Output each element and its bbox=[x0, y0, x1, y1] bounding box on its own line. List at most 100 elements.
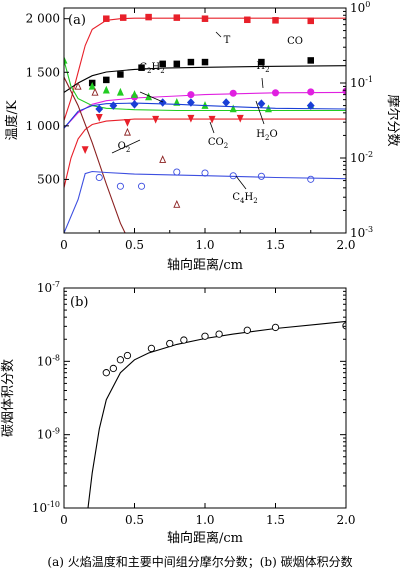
x-tick-label-a: 0.5 bbox=[125, 238, 144, 252]
data-point-a-0 bbox=[272, 17, 279, 24]
data-point-a-1 bbox=[103, 76, 110, 84]
annotation-leader-a bbox=[261, 77, 264, 89]
data-point-b bbox=[102, 369, 110, 377]
x-tick-label-a: 1.0 bbox=[195, 238, 214, 252]
x-tick-label-a: 0 bbox=[60, 238, 68, 252]
annotation-label-a: T bbox=[224, 35, 231, 46]
data-point-a-1 bbox=[173, 60, 181, 68]
annotation-leader-a bbox=[111, 139, 141, 154]
series-line-a-1 bbox=[64, 65, 346, 93]
annotation-label-a: H2O bbox=[256, 129, 277, 142]
annotation-leader-a bbox=[215, 31, 222, 38]
data-point-a-6 bbox=[123, 127, 131, 136]
y-tick-label-b: 10-7 bbox=[37, 280, 60, 295]
data-point-a-0 bbox=[145, 13, 152, 21]
y-tick-label-left-a: 2 000 bbox=[26, 12, 60, 26]
data-point-a-1 bbox=[201, 58, 209, 66]
data-point-a-3 bbox=[88, 81, 96, 90]
data-point-a-4 bbox=[222, 98, 231, 107]
plot-frame-b bbox=[63, 287, 347, 509]
data-point-a-5 bbox=[187, 114, 195, 123]
annotation-label-a: CO bbox=[287, 36, 303, 47]
y-axis-title-b: 碳烟体积分数 bbox=[1, 359, 16, 437]
x-tick-label-b: 2.0 bbox=[336, 513, 355, 527]
y-tick-label-b: 10-8 bbox=[37, 353, 60, 368]
data-point-a-5 bbox=[123, 118, 131, 127]
annotation-leader-a bbox=[235, 175, 247, 190]
data-point-a-7 bbox=[307, 175, 315, 183]
data-point-a-4 bbox=[257, 99, 266, 108]
data-point-a-1 bbox=[138, 64, 145, 71]
series-line-a-3 bbox=[64, 60, 346, 112]
x-tick-label-b: 0 bbox=[60, 513, 68, 527]
data-point-a-7 bbox=[116, 182, 124, 190]
y-tick-label-b: 10-10 bbox=[32, 500, 60, 515]
data-point-a-5 bbox=[95, 113, 103, 122]
data-point-a-6 bbox=[173, 199, 181, 208]
y-tick-label-right-a: 100 bbox=[350, 0, 370, 15]
data-point-a-4 bbox=[109, 101, 118, 110]
annotation-leader-a bbox=[209, 121, 215, 134]
data-point-a-1 bbox=[117, 71, 124, 78]
series-line-b bbox=[87, 320, 346, 508]
data-point-a-1 bbox=[187, 58, 195, 66]
data-point-a-3 bbox=[116, 87, 124, 96]
data-point-a-4 bbox=[186, 98, 195, 107]
data-point-b bbox=[215, 330, 223, 338]
data-point-b bbox=[123, 351, 132, 360]
data-point-a-4 bbox=[306, 101, 315, 110]
y-tick-label-left-a: 1 500 bbox=[26, 65, 60, 79]
y-axis-title-left-a: 温度/K bbox=[4, 100, 20, 140]
data-point-a-3 bbox=[131, 90, 138, 98]
y-tick-label-right-a: 10-3 bbox=[350, 225, 373, 240]
data-point-a-1 bbox=[159, 60, 166, 68]
data-point-a-3 bbox=[264, 104, 272, 113]
data-point-a-6 bbox=[159, 155, 167, 163]
data-point-a-2 bbox=[187, 91, 195, 99]
data-point-a-3 bbox=[102, 85, 110, 94]
data-point-a-4 bbox=[130, 100, 139, 109]
data-point-a-3 bbox=[229, 104, 237, 113]
y-tick-label-b: 10-9 bbox=[37, 427, 60, 442]
data-point-a-0 bbox=[173, 14, 181, 21]
panel-label-b: (b) bbox=[70, 295, 88, 310]
data-point-a-6 bbox=[91, 87, 99, 96]
data-point-b bbox=[180, 336, 188, 344]
series-line-a-6 bbox=[64, 76, 126, 233]
panel-a: 0 0.5 1.0 1.5 2.0 500 1 000 1 500 2 000 10-3 10-2 1… bbox=[4, 0, 400, 273]
annotation-label-a: CO2 bbox=[208, 137, 228, 150]
data-point-b bbox=[166, 339, 174, 348]
plot-area-b bbox=[87, 320, 346, 508]
data-point-b bbox=[147, 344, 156, 353]
series-line-a-7 bbox=[64, 170, 346, 233]
data-point-b bbox=[109, 364, 118, 373]
plot-area-a bbox=[64, 13, 346, 233]
data-point-a-2 bbox=[271, 89, 280, 97]
data-point-a-0 bbox=[103, 15, 110, 22]
x-tick-label-a: 2.0 bbox=[336, 238, 355, 252]
y-axis-title-right-a: 摩尔分数 bbox=[385, 94, 400, 146]
x-axis-title-a: 轴向距离/cm bbox=[167, 257, 243, 273]
data-point-b bbox=[271, 323, 280, 332]
data-point-a-2 bbox=[229, 89, 237, 97]
y-tick-label-left-a: 500 bbox=[37, 172, 60, 186]
panel-b: 0 0.5 1.0 1.5 2.0 10-10 10-9 10-8 10-7 轴向距离/cm 碳烟体… bbox=[1, 280, 356, 546]
y-tick-label-right-a: 10-1 bbox=[350, 75, 373, 90]
x-tick-label-b: 0.5 bbox=[125, 513, 144, 527]
x-tick-label-b: 1.0 bbox=[195, 513, 214, 527]
figure-caption: (a) 火焰温度和主要中间组分摩尔分数；(b) 碳烟体积分数 bbox=[47, 555, 353, 569]
data-point-b bbox=[201, 332, 209, 340]
data-point-a-6 bbox=[74, 81, 82, 90]
annotation-label-a: C2H2 bbox=[139, 62, 164, 75]
data-point-a-7 bbox=[257, 172, 265, 180]
data-point-a-4 bbox=[158, 98, 167, 107]
annotation-leader-a bbox=[139, 91, 164, 103]
data-point-b bbox=[243, 326, 251, 334]
data-point-b bbox=[116, 356, 125, 364]
data-point-a-7 bbox=[137, 182, 146, 190]
data-point-a-5 bbox=[236, 114, 244, 123]
data-point-a-2 bbox=[307, 88, 315, 96]
data-point-a-0 bbox=[119, 14, 127, 21]
data-point-a-7 bbox=[95, 173, 103, 182]
